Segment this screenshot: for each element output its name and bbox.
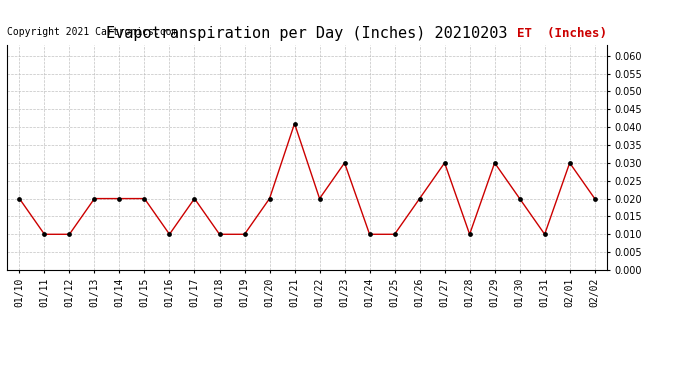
Point [389,231,400,237]
Point [539,231,550,237]
Point [589,196,600,202]
Point [264,196,275,202]
Point [164,231,175,237]
Point [139,196,150,202]
Title: Evapotranspiration per Day (Inches) 20210203: Evapotranspiration per Day (Inches) 2021… [106,26,508,41]
Point [114,196,125,202]
Point [239,231,250,237]
Text: Copyright 2021 Cartronics.com: Copyright 2021 Cartronics.com [7,27,177,37]
Point [439,160,450,166]
Point [464,231,475,237]
Text: ET  (Inches): ET (Inches) [518,27,607,40]
Point [339,160,350,166]
Point [214,231,225,237]
Point [14,196,25,202]
Point [414,196,425,202]
Point [489,160,500,166]
Point [64,231,75,237]
Point [514,196,525,202]
Point [564,160,575,166]
Point [39,231,50,237]
Point [289,121,300,127]
Point [189,196,200,202]
Point [89,196,100,202]
Point [364,231,375,237]
Point [314,196,325,202]
